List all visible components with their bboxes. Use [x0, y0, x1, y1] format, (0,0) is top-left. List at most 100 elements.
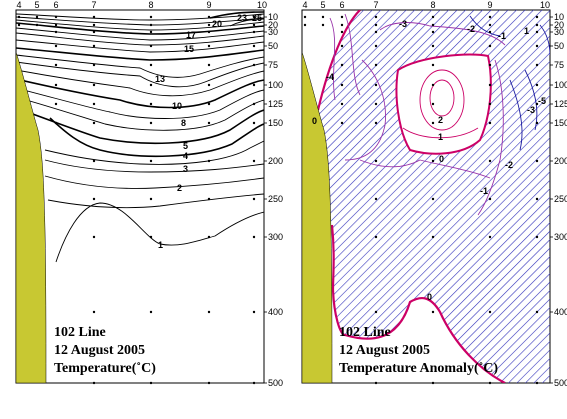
sample-point: [54, 44, 58, 48]
depth-tick-label: 50: [268, 41, 278, 51]
contour-label: -2: [505, 160, 513, 170]
depth-tick-label: 500: [268, 378, 283, 388]
sample-point: [92, 310, 96, 314]
title-line: Temperature Anomaly(˚C): [339, 361, 498, 376]
sample-point: [252, 381, 256, 385]
sample-point: [374, 44, 378, 48]
sample-point: [17, 15, 21, 19]
station-label: 10: [257, 0, 267, 10]
positive-contour: [429, 79, 455, 117]
sample-point: [149, 23, 153, 27]
depth-tick-label: 75: [554, 60, 564, 70]
sample-point: [252, 197, 256, 201]
sample-point: [35, 23, 39, 27]
sample-point: [207, 102, 211, 106]
negative-contour: [477, 59, 504, 216]
sample-point: [54, 15, 58, 19]
isotherm: [16, 61, 264, 88]
title-line: 102 Line: [339, 325, 391, 340]
negative-contour: [509, 79, 523, 151]
depth-tick-label: 300: [554, 232, 567, 242]
sample-point: [252, 44, 256, 48]
sample-point: [92, 102, 96, 106]
sample-point: [54, 63, 58, 67]
sample-point: [431, 44, 435, 48]
contour-label: -3: [399, 19, 407, 29]
negative-contour: [359, 159, 491, 179]
sample-point: [149, 44, 153, 48]
sample-point: [431, 159, 435, 163]
negative-contour: [344, 59, 386, 161]
sample-point: [207, 235, 211, 239]
isotherm: [49, 117, 264, 158]
contour-label: 4: [183, 151, 188, 161]
sample-point: [207, 44, 211, 48]
sample-point: [431, 381, 435, 385]
sample-point: [207, 30, 211, 34]
station-label: 5: [34, 0, 39, 10]
depth-tick-label: 250: [268, 194, 283, 204]
station-label: 8: [430, 0, 435, 10]
sample-points: [17, 15, 256, 385]
sample-point: [321, 23, 325, 27]
isotherm: [16, 39, 264, 53]
isotherm: [16, 78, 264, 109]
sample-point: [149, 63, 153, 67]
station-label: 7: [91, 0, 96, 10]
sample-point: [92, 30, 96, 34]
title-line: Temperature(˚C): [54, 361, 156, 376]
depth-tick-label: 125: [554, 99, 567, 109]
depth-tick-label: 150: [268, 118, 283, 128]
contour-label: 13: [155, 74, 165, 84]
contour-label: 8: [181, 118, 186, 128]
sample-point: [488, 63, 492, 67]
sample-point: [149, 121, 153, 125]
depth-tick-label: 100: [554, 80, 567, 90]
sample-point: [340, 102, 344, 106]
contour-label: 5: [183, 141, 188, 151]
contour-label: 10: [172, 101, 182, 111]
sample-point: [535, 121, 539, 125]
sample-point: [535, 310, 539, 314]
sample-point: [252, 23, 256, 27]
positive-contour: [419, 69, 465, 131]
sample-point: [535, 197, 539, 201]
sample-point: [374, 23, 378, 27]
negative-contour: [469, 15, 501, 37]
sample-point: [207, 159, 211, 163]
isotherm: [16, 54, 264, 78]
sample-point: [374, 197, 378, 201]
contour-label: -3: [527, 105, 535, 115]
depth-tick-label: 500: [554, 378, 567, 388]
depth-tick-label: 300: [268, 232, 283, 242]
isotherm: [55, 202, 264, 263]
sample-point: [431, 30, 435, 34]
sample-point: [54, 102, 58, 106]
sample-point: [488, 44, 492, 48]
sample-point: [535, 102, 539, 106]
sample-point: [340, 83, 344, 87]
sample-point: [488, 30, 492, 34]
isotherm: [16, 47, 264, 61]
sample-point: [431, 15, 435, 19]
sample-point: [488, 83, 492, 87]
sample-point: [488, 102, 492, 106]
sample-point: [535, 159, 539, 163]
sample-point: [252, 15, 256, 19]
sample-point: [535, 235, 539, 239]
isotherm: [16, 107, 264, 145]
sample-point: [535, 381, 539, 385]
panel-title: 102 Line 12 August 2005 Temperature Anom…: [339, 325, 498, 376]
contour-label: -2: [467, 24, 475, 34]
depth-tick-label: 125: [268, 99, 283, 109]
sample-point: [488, 197, 492, 201]
depth-tick-label: 400: [554, 307, 567, 317]
sample-point: [340, 30, 344, 34]
station-label: 6: [339, 0, 344, 10]
sample-point: [374, 102, 378, 106]
station-labels: 4 5 6 7 8 9 10: [16, 0, 267, 10]
sample-point: [149, 159, 153, 163]
sample-point: [207, 63, 211, 67]
station-label: 9: [487, 0, 492, 10]
